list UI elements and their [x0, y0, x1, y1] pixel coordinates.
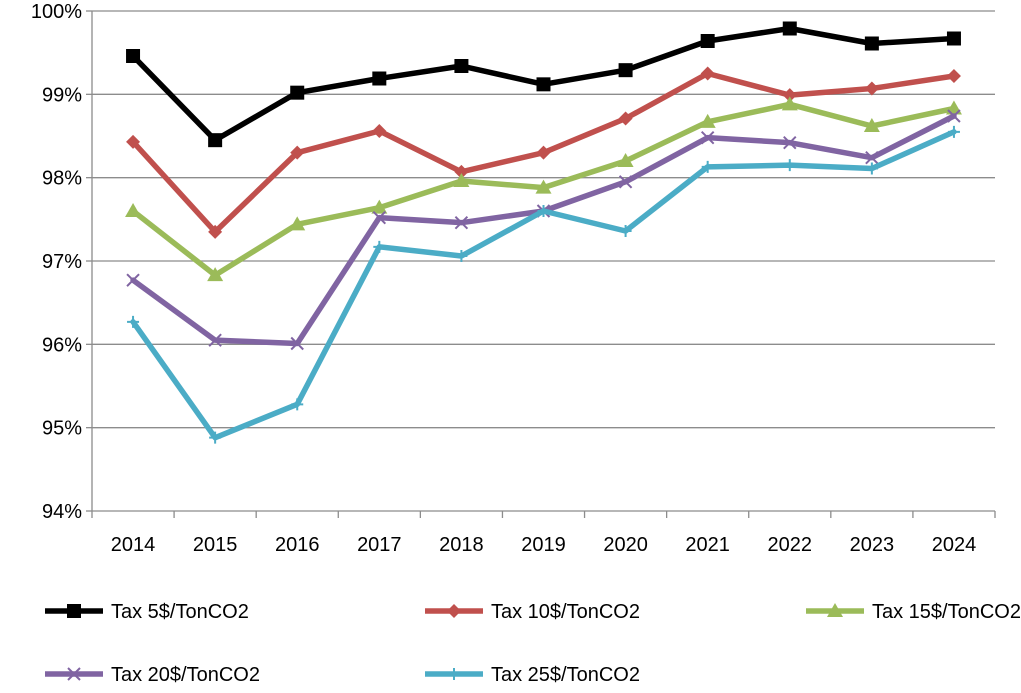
data-point: [290, 145, 305, 160]
axes: 94% 95% 96% 97% 98% 99% 100% 2014 2015 2016 2017 20…: [31, 1, 996, 556]
data-point: [618, 175, 633, 189]
data-point: [125, 203, 142, 217]
x-tick-label: 2021: [685, 534, 730, 556]
data-point: [864, 36, 879, 51]
data-point: [701, 160, 714, 173]
legend-label: Tax 20$/TonCO2: [111, 664, 260, 686]
data-point: [537, 205, 550, 217]
data-point: [291, 398, 304, 411]
legend-label: Tax 15$/TonCO2: [872, 601, 1021, 623]
x-tick-label: 2019: [521, 534, 566, 556]
data-point: [864, 81, 879, 96]
data-point: [372, 71, 387, 86]
legend-label: Tax 10$/TonCO2: [491, 601, 640, 623]
x-tick-label: 2018: [439, 534, 484, 556]
data-point: [126, 134, 141, 149]
legend-item: Tax 5$/TonCO2: [45, 601, 249, 623]
data-point: [290, 85, 305, 100]
data-point: [618, 111, 633, 126]
y-tick-label: 100%: [31, 1, 82, 23]
data-point: [536, 77, 551, 92]
legend-item: Tax 20$/TonCO2: [45, 664, 260, 686]
data-point: [372, 124, 387, 138]
y-tick-label: 96%: [42, 334, 82, 356]
data-point: [947, 125, 960, 138]
data-point: [371, 199, 388, 214]
data-point: [536, 145, 551, 160]
legend-marker: [827, 603, 843, 617]
data-point: [617, 153, 634, 167]
x-tick-label: 2022: [768, 534, 813, 556]
data-point: [700, 34, 715, 48]
data-point: [946, 31, 961, 46]
x-tick-label: 2015: [193, 534, 238, 556]
series-1: [126, 21, 961, 148]
legend-marker: [67, 667, 81, 681]
y-tick-label: 95%: [42, 418, 82, 440]
legend-item: Tax 25$/TonCO2: [425, 664, 640, 686]
data-point: [699, 113, 716, 128]
legend-label: Tax 5$/TonCO2: [111, 601, 249, 623]
data-point: [947, 109, 961, 123]
data-point: [865, 150, 879, 165]
data-point: [373, 240, 386, 253]
series-group: [125, 21, 962, 444]
y-tick-label: 98%: [42, 168, 82, 190]
data-point: [289, 216, 306, 231]
legend-marker: [448, 668, 460, 680]
data-point: [290, 336, 304, 351]
y-tick-label: 97%: [42, 251, 82, 273]
data-point: [127, 315, 140, 328]
data-point: [208, 333, 222, 347]
data-point: [782, 21, 797, 36]
data-point: [618, 63, 633, 78]
data-point: [863, 118, 880, 132]
series-3: [125, 96, 962, 282]
data-point: [535, 179, 552, 194]
data-point: [453, 173, 470, 187]
legend: Tax 5$/TonCO2 Tax 10$/TonCO2 Tax 15$/TonCO…: [45, 601, 1021, 686]
x-tick-label: 2016: [275, 534, 320, 556]
data-point: [783, 159, 796, 172]
legend-label: Tax 25$/TonCO2: [491, 664, 640, 686]
data-point: [454, 59, 469, 73]
data-point: [619, 225, 632, 237]
data-point: [700, 66, 715, 81]
data-point: [700, 130, 715, 145]
data-point: [946, 69, 961, 83]
data-point: [454, 215, 469, 230]
data-point: [126, 49, 141, 63]
data-point: [126, 273, 140, 287]
legend-item: Tax 10$/TonCO2: [425, 601, 640, 623]
data-point: [865, 162, 878, 175]
data-point: [781, 96, 798, 111]
y-tick-label: 94%: [42, 501, 82, 523]
x-tick-label: 2024: [932, 534, 977, 556]
data-point: [209, 431, 222, 444]
series-5: [127, 125, 960, 444]
legend-marker: [67, 604, 81, 618]
data-point: [783, 135, 797, 150]
x-tick-label: 2023: [850, 534, 895, 556]
data-point: [454, 164, 469, 179]
x-tick-label: 2014: [111, 534, 156, 556]
series-2: [126, 66, 961, 239]
data-point: [208, 133, 223, 148]
data-point: [208, 224, 223, 239]
data-point: [372, 210, 387, 225]
legend-marker: [447, 604, 461, 618]
x-tick-label: 2020: [603, 534, 648, 556]
data-point: [782, 88, 797, 103]
legend-item: Tax 15$/TonCO2: [806, 601, 1021, 623]
data-point: [207, 267, 224, 282]
x-tick-label: 2017: [357, 534, 402, 556]
data-point: [455, 250, 468, 262]
y-tick-label: 99%: [42, 84, 82, 106]
